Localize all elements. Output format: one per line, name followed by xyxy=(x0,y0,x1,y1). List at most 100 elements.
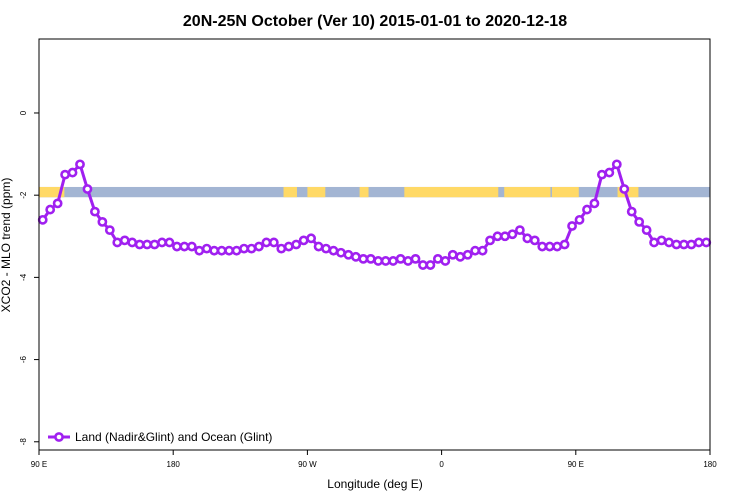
x-tick-label: 90 E xyxy=(31,460,47,469)
land-ocean-band xyxy=(39,186,710,198)
data-point xyxy=(104,225,115,236)
data-point xyxy=(164,237,175,248)
data-point xyxy=(447,249,458,260)
data-point xyxy=(67,167,78,178)
data-point xyxy=(306,233,317,244)
data-point xyxy=(172,241,182,252)
data-point xyxy=(462,249,473,260)
plot-frame xyxy=(38,38,711,451)
data-point xyxy=(276,243,287,254)
land-segment xyxy=(359,186,369,198)
data-point xyxy=(119,235,130,246)
land-segment xyxy=(307,186,326,198)
data-point xyxy=(634,216,645,227)
data-point xyxy=(701,237,712,248)
x-axis-label: Longitude (deg E) xyxy=(327,477,422,491)
x-tick-label: 180 xyxy=(703,460,717,469)
data-point xyxy=(373,256,384,266)
data-point xyxy=(45,204,56,215)
data-point xyxy=(679,239,689,250)
y-tick-label: -6 xyxy=(19,355,28,363)
data-point xyxy=(313,241,324,252)
data-point xyxy=(336,247,346,258)
data-point xyxy=(604,167,615,178)
data-point xyxy=(75,159,85,170)
data-point xyxy=(500,231,510,242)
data-point xyxy=(582,204,592,215)
data-point xyxy=(432,253,443,264)
data-point xyxy=(537,241,548,252)
data-point xyxy=(365,253,376,264)
data-point xyxy=(559,239,570,250)
data-point xyxy=(52,198,63,209)
land-segment xyxy=(404,186,499,198)
y-axis-label: XCO2 - MLO trend (ppm) xyxy=(0,178,13,313)
data-point xyxy=(90,206,100,217)
data-point xyxy=(261,237,272,248)
x-tick-label: 90 W xyxy=(298,460,317,469)
x-tick-label: 180 xyxy=(167,460,181,469)
y-tick-label: -4 xyxy=(19,273,28,281)
data-point xyxy=(544,241,555,252)
data-point xyxy=(209,245,220,256)
data-point xyxy=(186,241,197,252)
data-point xyxy=(611,159,622,170)
data-point xyxy=(216,245,227,256)
data-point xyxy=(224,245,235,256)
data-point xyxy=(596,169,607,180)
data-point xyxy=(149,239,160,250)
y-tick-label: -8 xyxy=(19,438,28,446)
data-point xyxy=(567,221,577,231)
data-point xyxy=(97,216,108,227)
data-point xyxy=(641,225,652,236)
data-point xyxy=(395,253,406,264)
data-point xyxy=(425,260,436,270)
data-point xyxy=(656,235,667,246)
ocean-band xyxy=(39,186,710,198)
data-point xyxy=(664,237,674,248)
data-point xyxy=(246,243,257,254)
land-segment xyxy=(504,186,551,198)
data-point xyxy=(619,184,630,194)
x-tick-label: 0 xyxy=(439,460,444,469)
data-point xyxy=(321,243,331,254)
data-point xyxy=(37,214,48,225)
land-segment xyxy=(283,186,297,198)
data-point xyxy=(328,245,339,256)
data-point xyxy=(418,260,428,270)
data-point xyxy=(485,235,495,246)
data-point xyxy=(298,235,309,246)
data-point xyxy=(142,239,153,250)
data-point xyxy=(552,241,563,252)
x-tick-label: 90 E xyxy=(568,460,584,469)
y-tick-label: 0 xyxy=(19,110,28,115)
data-point xyxy=(477,245,488,256)
data-point xyxy=(470,245,481,256)
land-segment xyxy=(39,186,65,198)
data-point xyxy=(254,241,264,252)
data-point xyxy=(60,169,70,180)
chart-title: 20N-25N October (Ver 10) 2015-01-01 to 2… xyxy=(183,13,567,30)
land-segment xyxy=(551,186,579,198)
data-point xyxy=(589,198,600,209)
data-point xyxy=(626,206,637,217)
series-layer xyxy=(37,159,712,270)
y-tick-label: -2 xyxy=(19,191,28,199)
legend-label: Land (Nadir&Glint) and Ocean (Glint) xyxy=(75,430,272,444)
data-point xyxy=(507,229,518,240)
data-point xyxy=(194,245,205,256)
data-point xyxy=(403,256,413,266)
data-point xyxy=(283,241,294,252)
data-point xyxy=(440,256,451,266)
data-point xyxy=(574,214,585,225)
data-point xyxy=(112,237,123,248)
data-point xyxy=(388,256,399,266)
data-point xyxy=(291,239,302,250)
legend-point-marker xyxy=(54,432,64,442)
data-point xyxy=(358,253,369,264)
data-point xyxy=(455,251,466,262)
data-point xyxy=(268,237,279,248)
data-point xyxy=(231,245,242,256)
data-point xyxy=(157,237,167,248)
